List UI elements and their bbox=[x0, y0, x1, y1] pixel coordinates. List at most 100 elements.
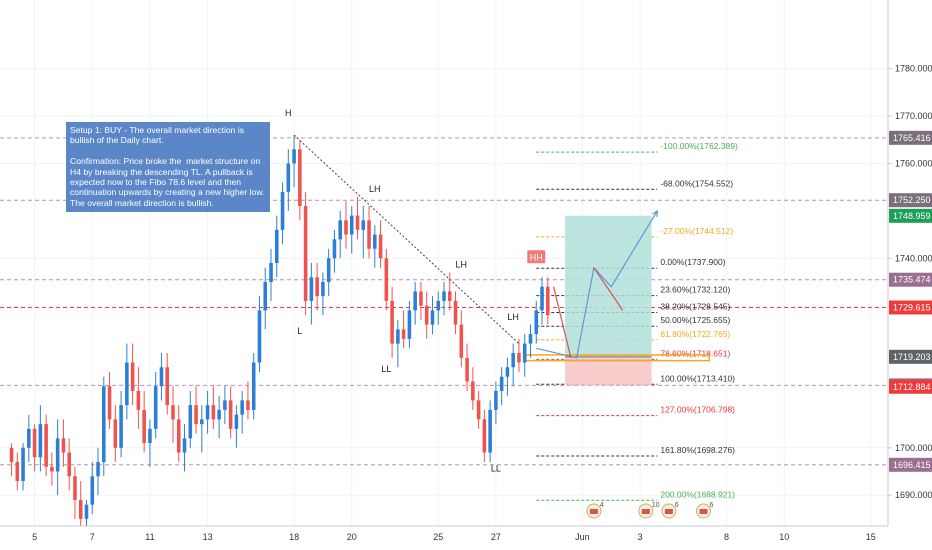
candle[interactable] bbox=[251, 353, 256, 420]
candle[interactable] bbox=[540, 277, 544, 325]
candle[interactable] bbox=[442, 281, 446, 316]
price-tag[interactable]: 1729.615 bbox=[889, 300, 932, 315]
candle[interactable] bbox=[73, 466, 77, 519]
candle[interactable] bbox=[211, 386, 216, 429]
candle[interactable] bbox=[546, 277, 550, 325]
candle[interactable] bbox=[9, 443, 14, 477]
candle[interactable] bbox=[471, 367, 475, 410]
candle[interactable] bbox=[274, 215, 279, 278]
candle[interactable] bbox=[119, 390, 123, 458]
candle[interactable] bbox=[78, 480, 83, 529]
candle[interactable] bbox=[217, 395, 221, 439]
candle[interactable] bbox=[321, 272, 325, 316]
candle[interactable] bbox=[136, 367, 141, 429]
candle[interactable] bbox=[488, 400, 492, 463]
profit-zone[interactable] bbox=[565, 215, 652, 357]
candle[interactable] bbox=[286, 149, 291, 211]
candle[interactable] bbox=[476, 390, 481, 429]
candle[interactable] bbox=[90, 462, 95, 515]
candle[interactable] bbox=[125, 343, 129, 420]
candle[interactable] bbox=[303, 191, 308, 316]
candle[interactable] bbox=[142, 390, 146, 453]
event-flag[interactable]: 6 bbox=[695, 502, 713, 519]
candle[interactable] bbox=[338, 210, 342, 259]
candle[interactable] bbox=[165, 353, 170, 415]
candle[interactable] bbox=[407, 300, 412, 349]
candle[interactable] bbox=[223, 386, 227, 425]
candle[interactable] bbox=[384, 248, 389, 311]
candle[interactable] bbox=[528, 324, 533, 358]
candle[interactable] bbox=[430, 296, 435, 335]
candle[interactable] bbox=[27, 414, 31, 463]
candle[interactable] bbox=[107, 371, 112, 429]
candle[interactable] bbox=[240, 390, 244, 434]
price-tag[interactable]: 1735.474 bbox=[889, 272, 932, 287]
trendline[interactable] bbox=[293, 134, 520, 344]
candle[interactable] bbox=[309, 263, 314, 325]
candle[interactable] bbox=[38, 405, 43, 472]
candle[interactable] bbox=[228, 386, 233, 439]
candle[interactable] bbox=[390, 286, 394, 358]
candle[interactable] bbox=[396, 319, 400, 368]
candle[interactable] bbox=[499, 367, 504, 406]
candle[interactable] bbox=[234, 405, 239, 448]
analysis-note[interactable]: Setup 1: BUY - The overall market direct… bbox=[66, 122, 270, 212]
price-tag[interactable]: 1748.959 bbox=[889, 208, 932, 223]
candle[interactable] bbox=[269, 248, 273, 301]
candle[interactable] bbox=[102, 376, 106, 477]
candle[interactable] bbox=[494, 381, 498, 425]
event-flag[interactable]: 6 bbox=[661, 502, 679, 519]
candle[interactable] bbox=[205, 390, 210, 434]
candle[interactable] bbox=[32, 424, 37, 472]
candle[interactable] bbox=[21, 443, 25, 491]
candle[interactable] bbox=[50, 452, 54, 486]
price-tag[interactable]: 1696.415 bbox=[889, 457, 932, 472]
candle[interactable] bbox=[148, 419, 152, 467]
candle[interactable] bbox=[315, 263, 319, 311]
candle[interactable] bbox=[465, 343, 469, 391]
candle[interactable] bbox=[96, 447, 100, 496]
candle[interactable] bbox=[332, 229, 337, 273]
candle[interactable] bbox=[453, 291, 458, 335]
projection-red-pullback[interactable] bbox=[593, 267, 624, 311]
candle[interactable] bbox=[517, 338, 521, 372]
candle[interactable] bbox=[413, 281, 417, 325]
candle[interactable] bbox=[401, 310, 406, 349]
candle[interactable] bbox=[292, 135, 296, 188]
candle[interactable] bbox=[436, 291, 441, 325]
candle[interactable] bbox=[373, 225, 377, 268]
price-tag[interactable]: 1719.203 bbox=[889, 349, 932, 364]
candle[interactable] bbox=[171, 386, 175, 444]
candle[interactable] bbox=[263, 267, 268, 330]
projection-red[interactable] bbox=[552, 286, 572, 358]
candle[interactable] bbox=[367, 206, 371, 259]
candle[interactable] bbox=[200, 405, 204, 453]
event-flag[interactable]: 10 bbox=[638, 502, 660, 519]
candle[interactable] bbox=[378, 220, 383, 268]
price-tag[interactable]: 1765.416 bbox=[889, 130, 932, 145]
candle[interactable] bbox=[194, 386, 198, 434]
candle[interactable] bbox=[176, 405, 181, 463]
candle[interactable] bbox=[349, 206, 354, 254]
candle[interactable] bbox=[257, 296, 262, 372]
candle[interactable] bbox=[113, 405, 118, 463]
candle[interactable] bbox=[419, 281, 423, 320]
candle[interactable] bbox=[153, 371, 158, 439]
candle[interactable] bbox=[44, 414, 48, 477]
price-tag[interactable]: 1752.250 bbox=[889, 193, 932, 208]
candle[interactable] bbox=[361, 206, 366, 259]
candle[interactable] bbox=[482, 409, 487, 463]
candle[interactable] bbox=[298, 139, 302, 221]
candle[interactable] bbox=[188, 390, 193, 448]
candle[interactable] bbox=[67, 438, 71, 491]
candle[interactable] bbox=[246, 381, 250, 420]
candle[interactable] bbox=[522, 334, 527, 377]
candle[interactable] bbox=[534, 300, 539, 344]
candle[interactable] bbox=[355, 196, 360, 240]
candle[interactable] bbox=[182, 424, 187, 472]
event-flag[interactable]: 4 bbox=[586, 502, 604, 519]
candle[interactable] bbox=[55, 419, 60, 496]
loss-zone[interactable] bbox=[565, 356, 652, 386]
candle[interactable] bbox=[326, 248, 331, 297]
candle[interactable] bbox=[511, 343, 515, 387]
